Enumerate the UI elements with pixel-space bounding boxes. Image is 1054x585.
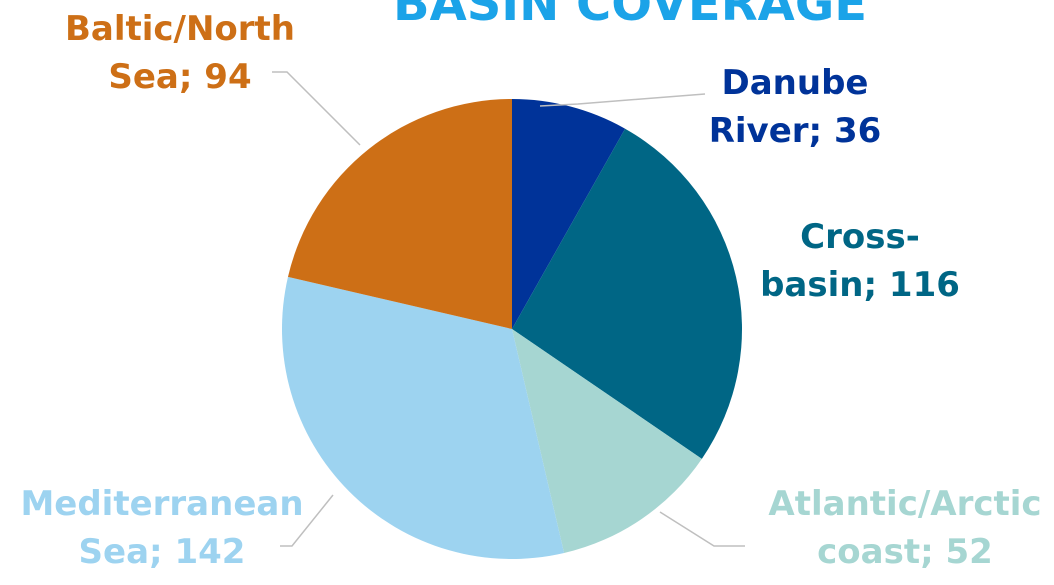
- data-label-mediterranean-sea: Mediterranean Sea; 142: [20, 484, 303, 572]
- pie-slices: [281, 99, 742, 559]
- pie-slice-cross-basin: [512, 128, 742, 459]
- data-label-line: Atlantic/Arctic: [768, 484, 1041, 524]
- data-labels: Danube River; 36 Cross-basin; 116 Atlantic/…: [20, 9, 1041, 572]
- data-label-baltic-north-sea: Baltic/North Sea; 94: [65, 9, 295, 97]
- data-label-line: basin; 116: [760, 265, 960, 305]
- pie-slice-mediterranean-sea: [281, 276, 565, 559]
- data-label-line: Sea; 94: [108, 57, 251, 97]
- pie-slice-baltic-north-sea: [287, 99, 512, 329]
- leader-line: [280, 494, 334, 547]
- data-label-line: Baltic/North: [65, 9, 295, 49]
- data-label-atlantic-arctic-coast: Atlantic/Arctic coast; 52: [768, 484, 1041, 572]
- chart-title: BASIN COVERAGE: [393, 0, 867, 32]
- leader-line: [659, 511, 745, 547]
- data-label-danube-river: Danube River; 36: [709, 63, 882, 151]
- data-label-line: Cross-: [800, 217, 920, 257]
- data-label-line: River; 36: [709, 111, 882, 151]
- data-label-line: Danube: [722, 63, 869, 103]
- pie-slice-danube-river: [512, 99, 626, 329]
- data-label-line: coast; 52: [817, 532, 993, 572]
- data-label-line: Sea; 142: [79, 532, 246, 572]
- data-label-cross-basin: Cross-basin; 116: [760, 217, 960, 305]
- leader-line: [272, 71, 361, 146]
- leader-line: [539, 93, 706, 107]
- leader-lines: [272, 71, 745, 547]
- pie-slice-atlantic-arctic-coast: [512, 329, 702, 554]
- data-label-line: Mediterranean: [20, 484, 303, 524]
